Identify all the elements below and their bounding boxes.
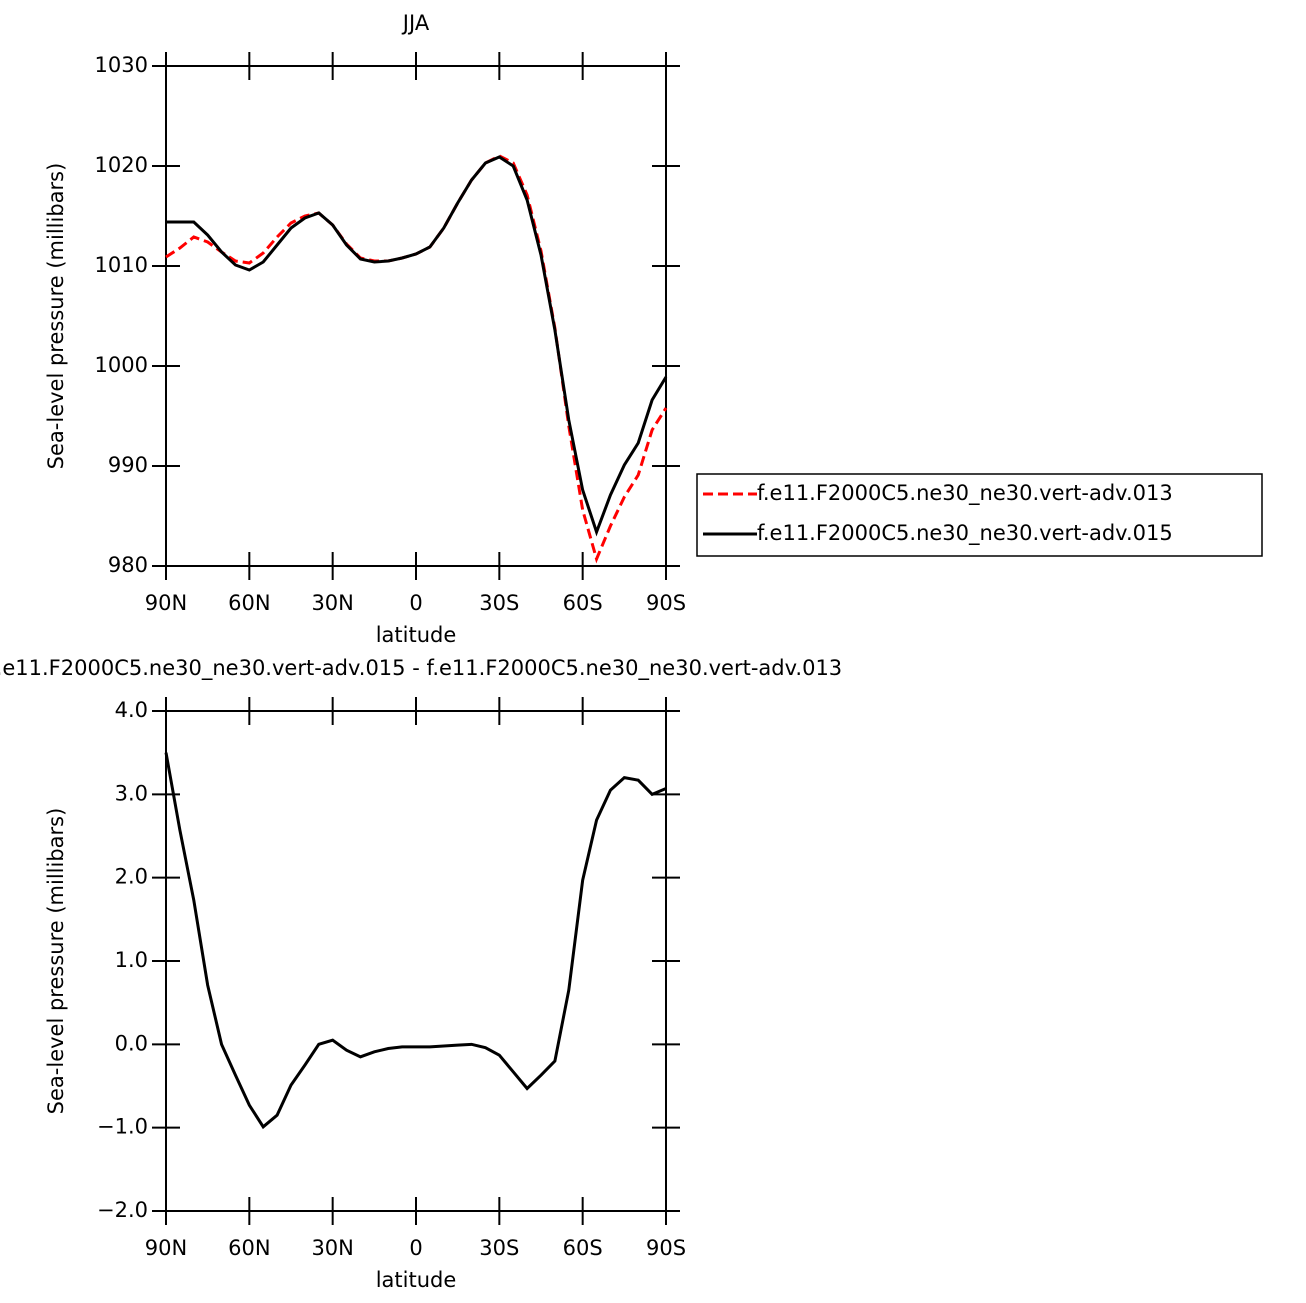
- x-tick-label: 90N: [145, 1236, 187, 1260]
- x-tick-label: 60S: [563, 591, 603, 615]
- y-tick-label: 980: [108, 553, 148, 577]
- y-tick-label: 0.0: [115, 1031, 148, 1055]
- y-tick-label: 1010: [95, 253, 148, 277]
- x-axis-label: latitude: [376, 1268, 457, 1292]
- x-tick-label: 90S: [646, 591, 686, 615]
- y-tick-label: −2.0: [97, 1198, 148, 1222]
- x-tick-label: 0: [409, 1236, 422, 1260]
- legend-label: f.e11.F2000C5.ne30_ne30.vert-adv.013: [757, 481, 1173, 506]
- plot-frame: [165, 710, 667, 1212]
- data-line: [164, 752, 667, 1130]
- chart-title: JJA: [401, 11, 430, 35]
- y-tick-label: 1000: [95, 353, 148, 377]
- plot-frame: [165, 65, 667, 567]
- x-tick-label: 60N: [228, 591, 270, 615]
- x-tick-label: 90S: [646, 1236, 686, 1260]
- x-tick-label: 30S: [479, 591, 519, 615]
- x-tick-label: 30N: [311, 1236, 353, 1260]
- data-line: [165, 154, 668, 564]
- y-tick-label: 1030: [95, 53, 148, 77]
- legend-box: [696, 473, 1263, 557]
- x-tick-label: 30N: [311, 591, 353, 615]
- y-tick-label: 3.0: [115, 781, 148, 805]
- x-axis-label: latitude: [376, 623, 457, 647]
- data-line: [166, 155, 668, 537]
- chart-title: f.e11.F2000C5.ne30_ne30.vert-adv.015 - f…: [0, 656, 842, 681]
- y-tick-label: 1.0: [115, 948, 148, 972]
- y-tick-label: 2.0: [115, 865, 148, 889]
- y-axis-label: Sea-level pressure (millibars): [44, 163, 68, 470]
- y-axis-label: Sea-level pressure (millibars): [44, 808, 68, 1115]
- y-tick-label: 4.0: [115, 698, 148, 722]
- y-tick-label: 1020: [95, 153, 148, 177]
- x-tick-label: 60S: [563, 1236, 603, 1260]
- x-tick-label: 90N: [145, 591, 187, 615]
- y-tick-label: 990: [108, 453, 148, 477]
- legend-label: f.e11.F2000C5.ne30_ne30.vert-adv.015: [757, 521, 1173, 546]
- x-tick-label: 0: [409, 591, 422, 615]
- y-tick-label: −1.0: [97, 1115, 148, 1139]
- x-tick-label: 60N: [228, 1236, 270, 1260]
- x-tick-label: 30S: [479, 1236, 519, 1260]
